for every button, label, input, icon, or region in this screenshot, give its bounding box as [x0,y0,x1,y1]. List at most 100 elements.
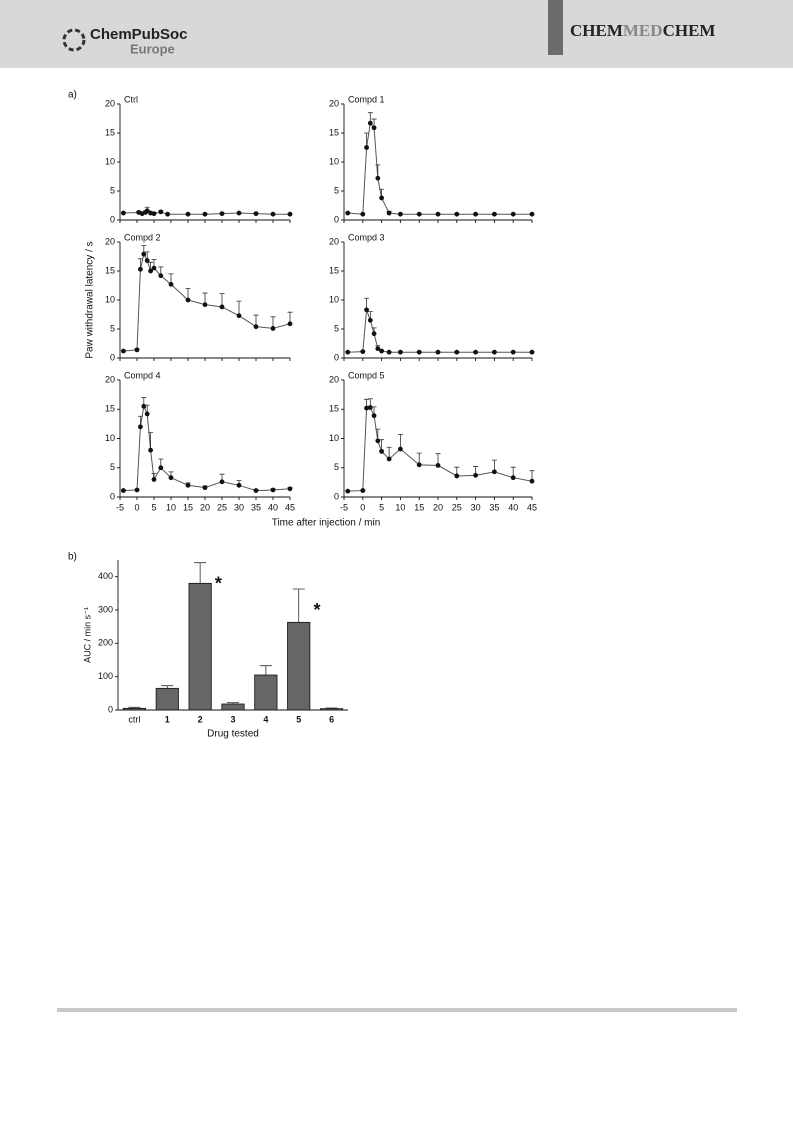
x-tick-label: 5 [151,502,156,512]
error-bar [325,707,338,709]
data-point [435,463,441,468]
y-tick-label: 5 [110,323,115,333]
y-tick-label: 20 [105,374,115,384]
bar [221,703,245,711]
data-point [386,210,392,216]
footer-rule [57,1008,737,1012]
data-point [375,438,381,444]
data-point [141,251,147,257]
data-line [123,404,291,492]
data-point [367,405,373,410]
data-point [375,346,381,352]
x-tick-label: 30 [471,502,481,512]
y-tick-label: 5 [334,185,339,195]
x-tick-label: 10 [166,502,176,512]
y-tick-label: 20 [105,98,115,108]
journal-part: CHEM [570,21,623,40]
data-point [364,307,369,313]
data-point [416,211,422,217]
journal-part: MED [623,21,663,40]
data-point [138,266,143,272]
data-point [158,209,164,215]
annotation: * [215,573,222,593]
data-point [510,211,516,217]
error-bar [194,562,207,584]
data-point [416,349,422,355]
x-tick-label: 40 [508,502,518,512]
data-point [219,211,225,217]
data-point [151,211,157,217]
y-tick-label: 5 [334,323,339,333]
x-tick-label: 30 [234,502,244,512]
x-tick-label: 15 [183,502,193,512]
y-tick-label: 10 [105,156,115,166]
data-point [454,211,460,217]
data-point [270,211,276,217]
error-bar [397,434,403,450]
x-tick-label: 35 [251,502,261,512]
data-point [253,324,259,330]
x-tick-label: ctrl [128,714,140,724]
data-point [202,485,208,491]
data-point [435,349,441,355]
data-point [454,349,460,355]
x-tick-label: -5 [116,502,124,512]
y-tick-label: 400 [98,571,113,581]
x-tick-label: -5 [340,502,348,512]
x-axis-label: Time after injection / min [272,518,381,529]
panel-label: a) [68,90,77,101]
data-point [287,321,293,327]
y-axis-label: AUC / min s⁻¹ [82,607,92,663]
y-tick-label: 5 [110,462,115,472]
data-point [219,479,225,485]
annotation: * [314,600,321,620]
bar [254,674,278,711]
data-point [158,273,164,279]
y-axis-label: Paw withdrawal latency / s [85,241,96,358]
x-tick-label: 15 [414,502,424,512]
data-point [236,210,242,216]
data-point [371,331,377,337]
y-tick-label: 15 [329,404,339,414]
header-block [548,0,563,55]
y-tick-label: 20 [105,236,115,246]
data-point [134,347,140,353]
y-tick-label: 300 [98,604,113,614]
data-point [379,195,384,201]
bar [188,582,212,711]
x-tick-label: 20 [200,502,210,512]
data-point [202,302,208,308]
data-point [473,349,478,355]
data-point [138,424,143,430]
y-tick-label: 20 [329,236,339,246]
x-tick-label: 45 [285,502,295,512]
data-point [529,478,535,484]
error-bar [292,588,305,623]
x-tick-label: 4 [263,714,268,724]
data-point [345,210,351,216]
chart-title: Compd 1 [348,94,385,104]
error-bar [259,665,272,675]
data-point [345,488,351,494]
x-tick-label: 5 [296,714,301,724]
data-point [236,482,242,488]
data-point [219,304,225,310]
data-line [347,121,532,215]
data-point [375,175,381,181]
data-point [510,475,516,481]
y-tick-label: 15 [105,404,115,414]
y-tick-label: 15 [105,127,115,137]
data-point [371,125,377,131]
chart-title: Compd 4 [124,370,161,380]
data-point [158,465,164,471]
y-tick-label: 15 [329,127,339,137]
data-point [121,488,126,493]
bar [287,621,311,711]
data-point [379,348,384,354]
error-bar [227,702,239,704]
data-point [185,482,191,488]
y-tick-label: 0 [108,704,113,714]
x-tick-label: 0 [134,502,139,512]
data-point [151,477,157,482]
data-line [123,252,291,352]
